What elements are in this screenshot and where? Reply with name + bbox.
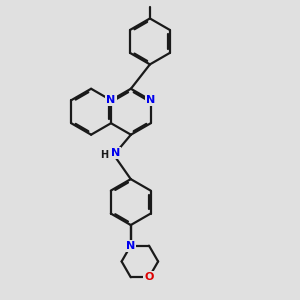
Text: N: N [146, 95, 155, 105]
Text: H: H [100, 150, 109, 160]
Text: O: O [144, 272, 154, 282]
Text: N: N [111, 148, 120, 158]
Text: N: N [126, 241, 135, 251]
Text: N: N [126, 241, 135, 251]
Text: N: N [106, 95, 116, 105]
